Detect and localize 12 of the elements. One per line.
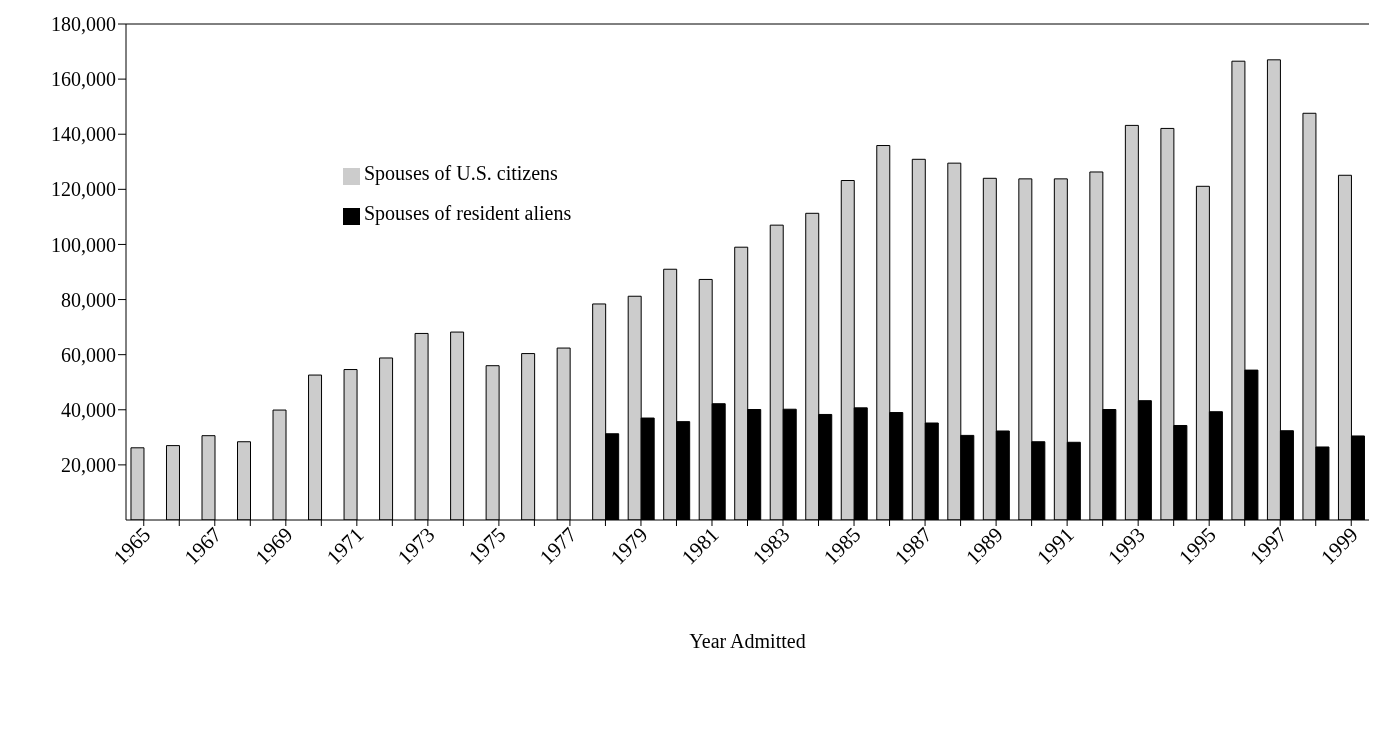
y-tick-label: 20,000 <box>61 453 116 476</box>
y-tick-label: 100,000 <box>51 233 116 256</box>
y-tick-label: 160,000 <box>51 68 116 91</box>
x-axis-title: Year Admitted <box>689 630 806 652</box>
y-tick-label: 140,000 <box>51 123 116 146</box>
y-tick-label: 80,000 <box>61 288 116 311</box>
y-tick-label: 120,000 <box>51 178 116 201</box>
y-tick-label: 60,000 <box>61 343 116 366</box>
legend-label: Spouses of resident aliens <box>364 202 572 224</box>
legend-label: Spouses of U.S. citizens <box>364 162 558 184</box>
y-tick-label: 180,000 <box>51 13 116 36</box>
y-tick-label: 40,000 <box>61 398 116 421</box>
